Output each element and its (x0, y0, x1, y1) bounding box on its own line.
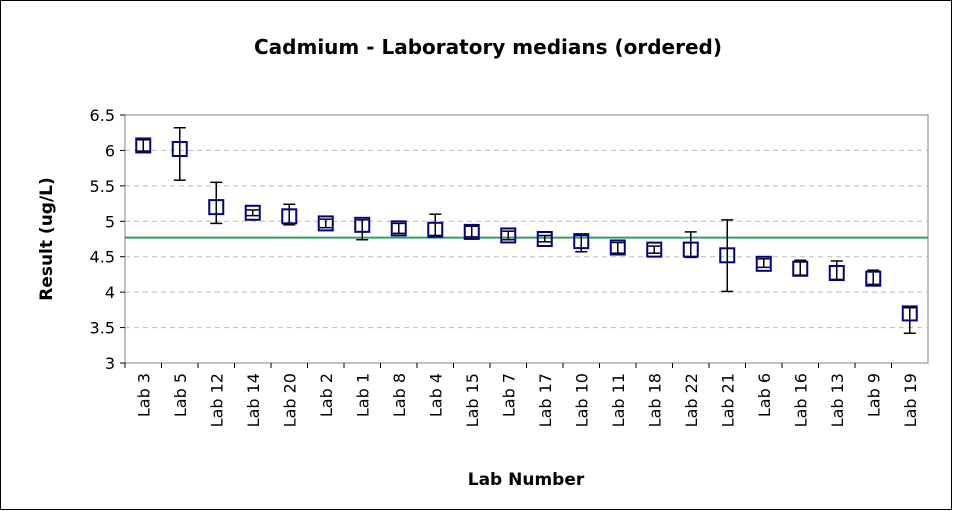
median-marker (244, 204, 261, 221)
median-marker (646, 241, 663, 258)
x-tick-label: Lab 5 (171, 373, 190, 417)
y-tick-label: 5.5 (90, 177, 115, 196)
x-tick-label: Lab 22 (682, 373, 701, 427)
median-marker (208, 199, 225, 216)
median-marker (354, 216, 371, 233)
x-tick-label: Lab 18 (645, 373, 664, 427)
chart-title: Cadmium - Laboratory medians (ordered) (254, 35, 722, 59)
x-tick-label: Lab 19 (901, 373, 920, 427)
y-axis-label: Result (ug/L) (37, 177, 57, 301)
x-tick-label: Lab 20 (280, 373, 299, 427)
median-marker (281, 208, 298, 225)
y-tick-label: 4.5 (90, 248, 115, 267)
x-tick-label: Lab 6 (755, 373, 774, 417)
median-marker (135, 137, 152, 154)
y-tick-label: 3 (105, 354, 115, 373)
y-tick-label: 4 (105, 283, 115, 302)
median-marker (792, 260, 809, 277)
x-tick-label: Lab 17 (536, 373, 555, 427)
x-tick-label: Lab 3 (134, 373, 153, 417)
x-axis-label: Lab Number (468, 470, 585, 490)
x-tick-label: Lab 21 (718, 373, 737, 427)
x-tick-label: Lab 10 (572, 373, 591, 427)
x-tick-label: Lab 11 (609, 373, 628, 427)
y-tick-label: 5 (105, 212, 115, 231)
x-tick-label: Lab 1 (353, 373, 372, 417)
median-marker (828, 265, 845, 282)
median-marker (390, 220, 407, 237)
x-tick-label: Lab 16 (791, 373, 810, 427)
x-tick-label: Lab 13 (828, 373, 847, 427)
median-marker (536, 231, 553, 247)
x-tick-label: Lab 8 (390, 373, 409, 417)
median-marker (463, 223, 480, 240)
plot-area (124, 114, 929, 364)
x-tick-label: Lab 15 (463, 373, 482, 427)
median-marker (427, 221, 444, 238)
median-marker (573, 233, 590, 250)
median-marker (171, 141, 188, 158)
median-marker (719, 247, 736, 264)
x-tick-label: Lab 12 (207, 373, 226, 427)
median-marker (609, 239, 626, 256)
median-marker (500, 227, 517, 244)
x-tick-label: Lab 14 (244, 373, 263, 427)
median-marker (901, 305, 918, 322)
median-marker (682, 241, 699, 258)
x-tick-label: Lab 9 (864, 373, 883, 417)
y-tick-label: 6.5 (90, 106, 115, 125)
median-marker (317, 215, 334, 232)
y-tick-label: 3.5 (90, 319, 115, 338)
median-marker (865, 270, 882, 287)
x-tick-label: Lab 2 (317, 373, 336, 417)
y-tick-label: 6 (105, 141, 115, 160)
x-tick-label: Lab 4 (426, 373, 445, 417)
median-marker (755, 255, 772, 272)
x-tick-label: Lab 7 (499, 373, 518, 417)
